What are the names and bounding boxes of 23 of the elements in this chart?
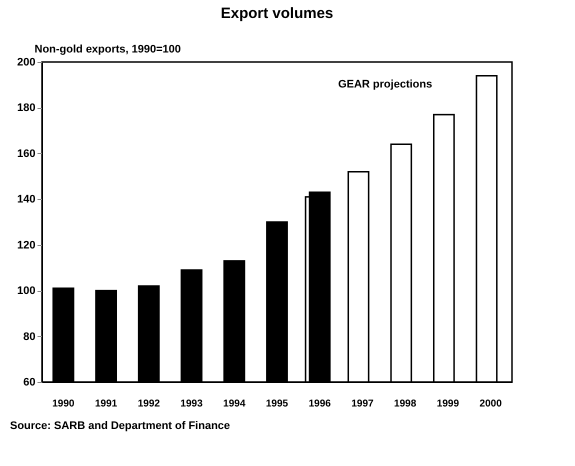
y-tick-label: 140 bbox=[17, 194, 36, 206]
x-tick-label: 1996 bbox=[308, 398, 332, 410]
y-tick-label: 160 bbox=[17, 148, 36, 160]
source-note: Source: SARB and Department of Finance bbox=[10, 420, 230, 432]
x-tick-label: 1994 bbox=[223, 398, 246, 410]
x-tick-label: 1992 bbox=[138, 398, 160, 410]
y-tick-label: 80 bbox=[23, 330, 36, 343]
x-tick-label: 1997 bbox=[351, 398, 374, 410]
y-tick-label: 180 bbox=[17, 102, 36, 114]
chart-title: Export volumes bbox=[220, 5, 334, 22]
x-tick-label: 1999 bbox=[436, 398, 460, 410]
y-tick-label: 60 bbox=[23, 376, 36, 388]
y-axis-title: Non-gold exports, 1990=100 bbox=[34, 44, 181, 56]
x-tick-label: 1995 bbox=[266, 398, 289, 410]
y-tick-label: 200 bbox=[17, 56, 36, 68]
y-tick-label: 100 bbox=[17, 285, 36, 298]
x-tick-label: 1990 bbox=[52, 398, 75, 410]
x-tick-label: 1998 bbox=[394, 398, 417, 410]
x-tick-label: 1993 bbox=[180, 398, 204, 410]
x-tick-label: 1991 bbox=[94, 398, 118, 410]
y-tick-label: 120 bbox=[17, 239, 36, 252]
text: GEAR projections bbox=[338, 78, 432, 90]
x-tick-label: 2000 bbox=[480, 398, 502, 410]
